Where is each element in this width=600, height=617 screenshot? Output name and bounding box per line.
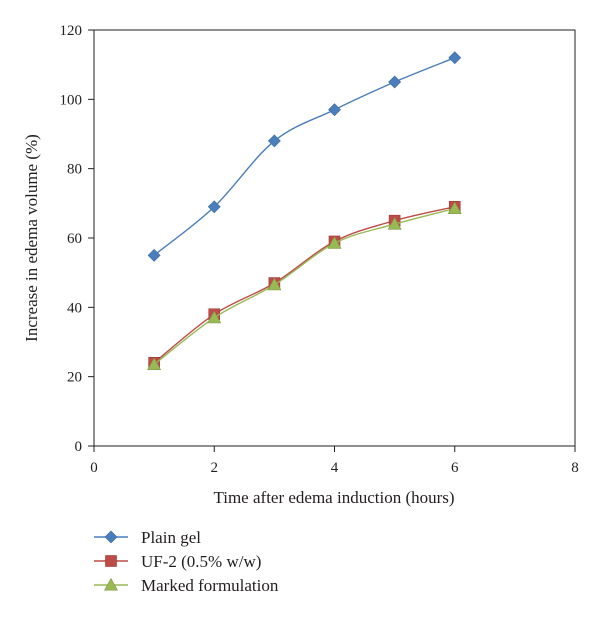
- data-point: [387, 217, 402, 230]
- legend-swatch-marker: [103, 577, 119, 591]
- data-point: [147, 248, 161, 262]
- y-axis-title: Increase in edema volume (%): [22, 134, 41, 342]
- data-point: [448, 51, 462, 65]
- legend-swatch-marker: [105, 555, 117, 567]
- y-tick-label: 100: [60, 92, 83, 108]
- x-tick-label: 2: [211, 460, 219, 476]
- legend-item: Marked formulation: [94, 576, 279, 595]
- data-point: [328, 103, 341, 117]
- y-tick-label: 60: [67, 231, 82, 247]
- x-tick-label: 4: [331, 460, 339, 476]
- y-tick-label: 120: [60, 23, 83, 39]
- x-tick-label: 0: [90, 460, 98, 476]
- series-line: [153, 57, 456, 256]
- data-point: [207, 200, 221, 214]
- series-layer: [147, 51, 462, 371]
- series-1: [147, 51, 462, 262]
- data-point: [207, 310, 222, 324]
- series-3: [147, 201, 462, 371]
- legend-label: UF-2 (0.5% w/w): [141, 552, 261, 571]
- x-tick-label: 8: [571, 460, 579, 476]
- data-point: [447, 201, 462, 215]
- y-tick-label: 80: [67, 162, 82, 178]
- data-point: [267, 277, 282, 291]
- legend-label: Plain gel: [141, 528, 201, 547]
- legend-item: UF-2 (0.5% w/w): [94, 552, 261, 571]
- legend-item: Plain gel: [94, 528, 201, 547]
- x-tick-label: 6: [451, 460, 459, 476]
- y-tick-label: 0: [75, 439, 83, 455]
- y-tick-label: 20: [67, 370, 82, 386]
- data-point: [267, 134, 281, 148]
- x-axis: 0 2 4 6 8: [90, 446, 579, 476]
- x-axis-title: Time after edema induction (hours): [213, 488, 454, 507]
- data-point: [327, 236, 342, 249]
- data-point: [147, 357, 162, 371]
- y-tick-label: 40: [67, 300, 82, 316]
- y-axis: 0 20 40 60 80 100 120: [60, 23, 94, 455]
- legend-label: Marked formulation: [141, 576, 279, 595]
- legend: Plain gel UF-2 (0.5% w/w) Marked formulati…: [94, 528, 279, 595]
- legend-swatch-marker: [104, 530, 118, 544]
- data-point: [388, 75, 402, 89]
